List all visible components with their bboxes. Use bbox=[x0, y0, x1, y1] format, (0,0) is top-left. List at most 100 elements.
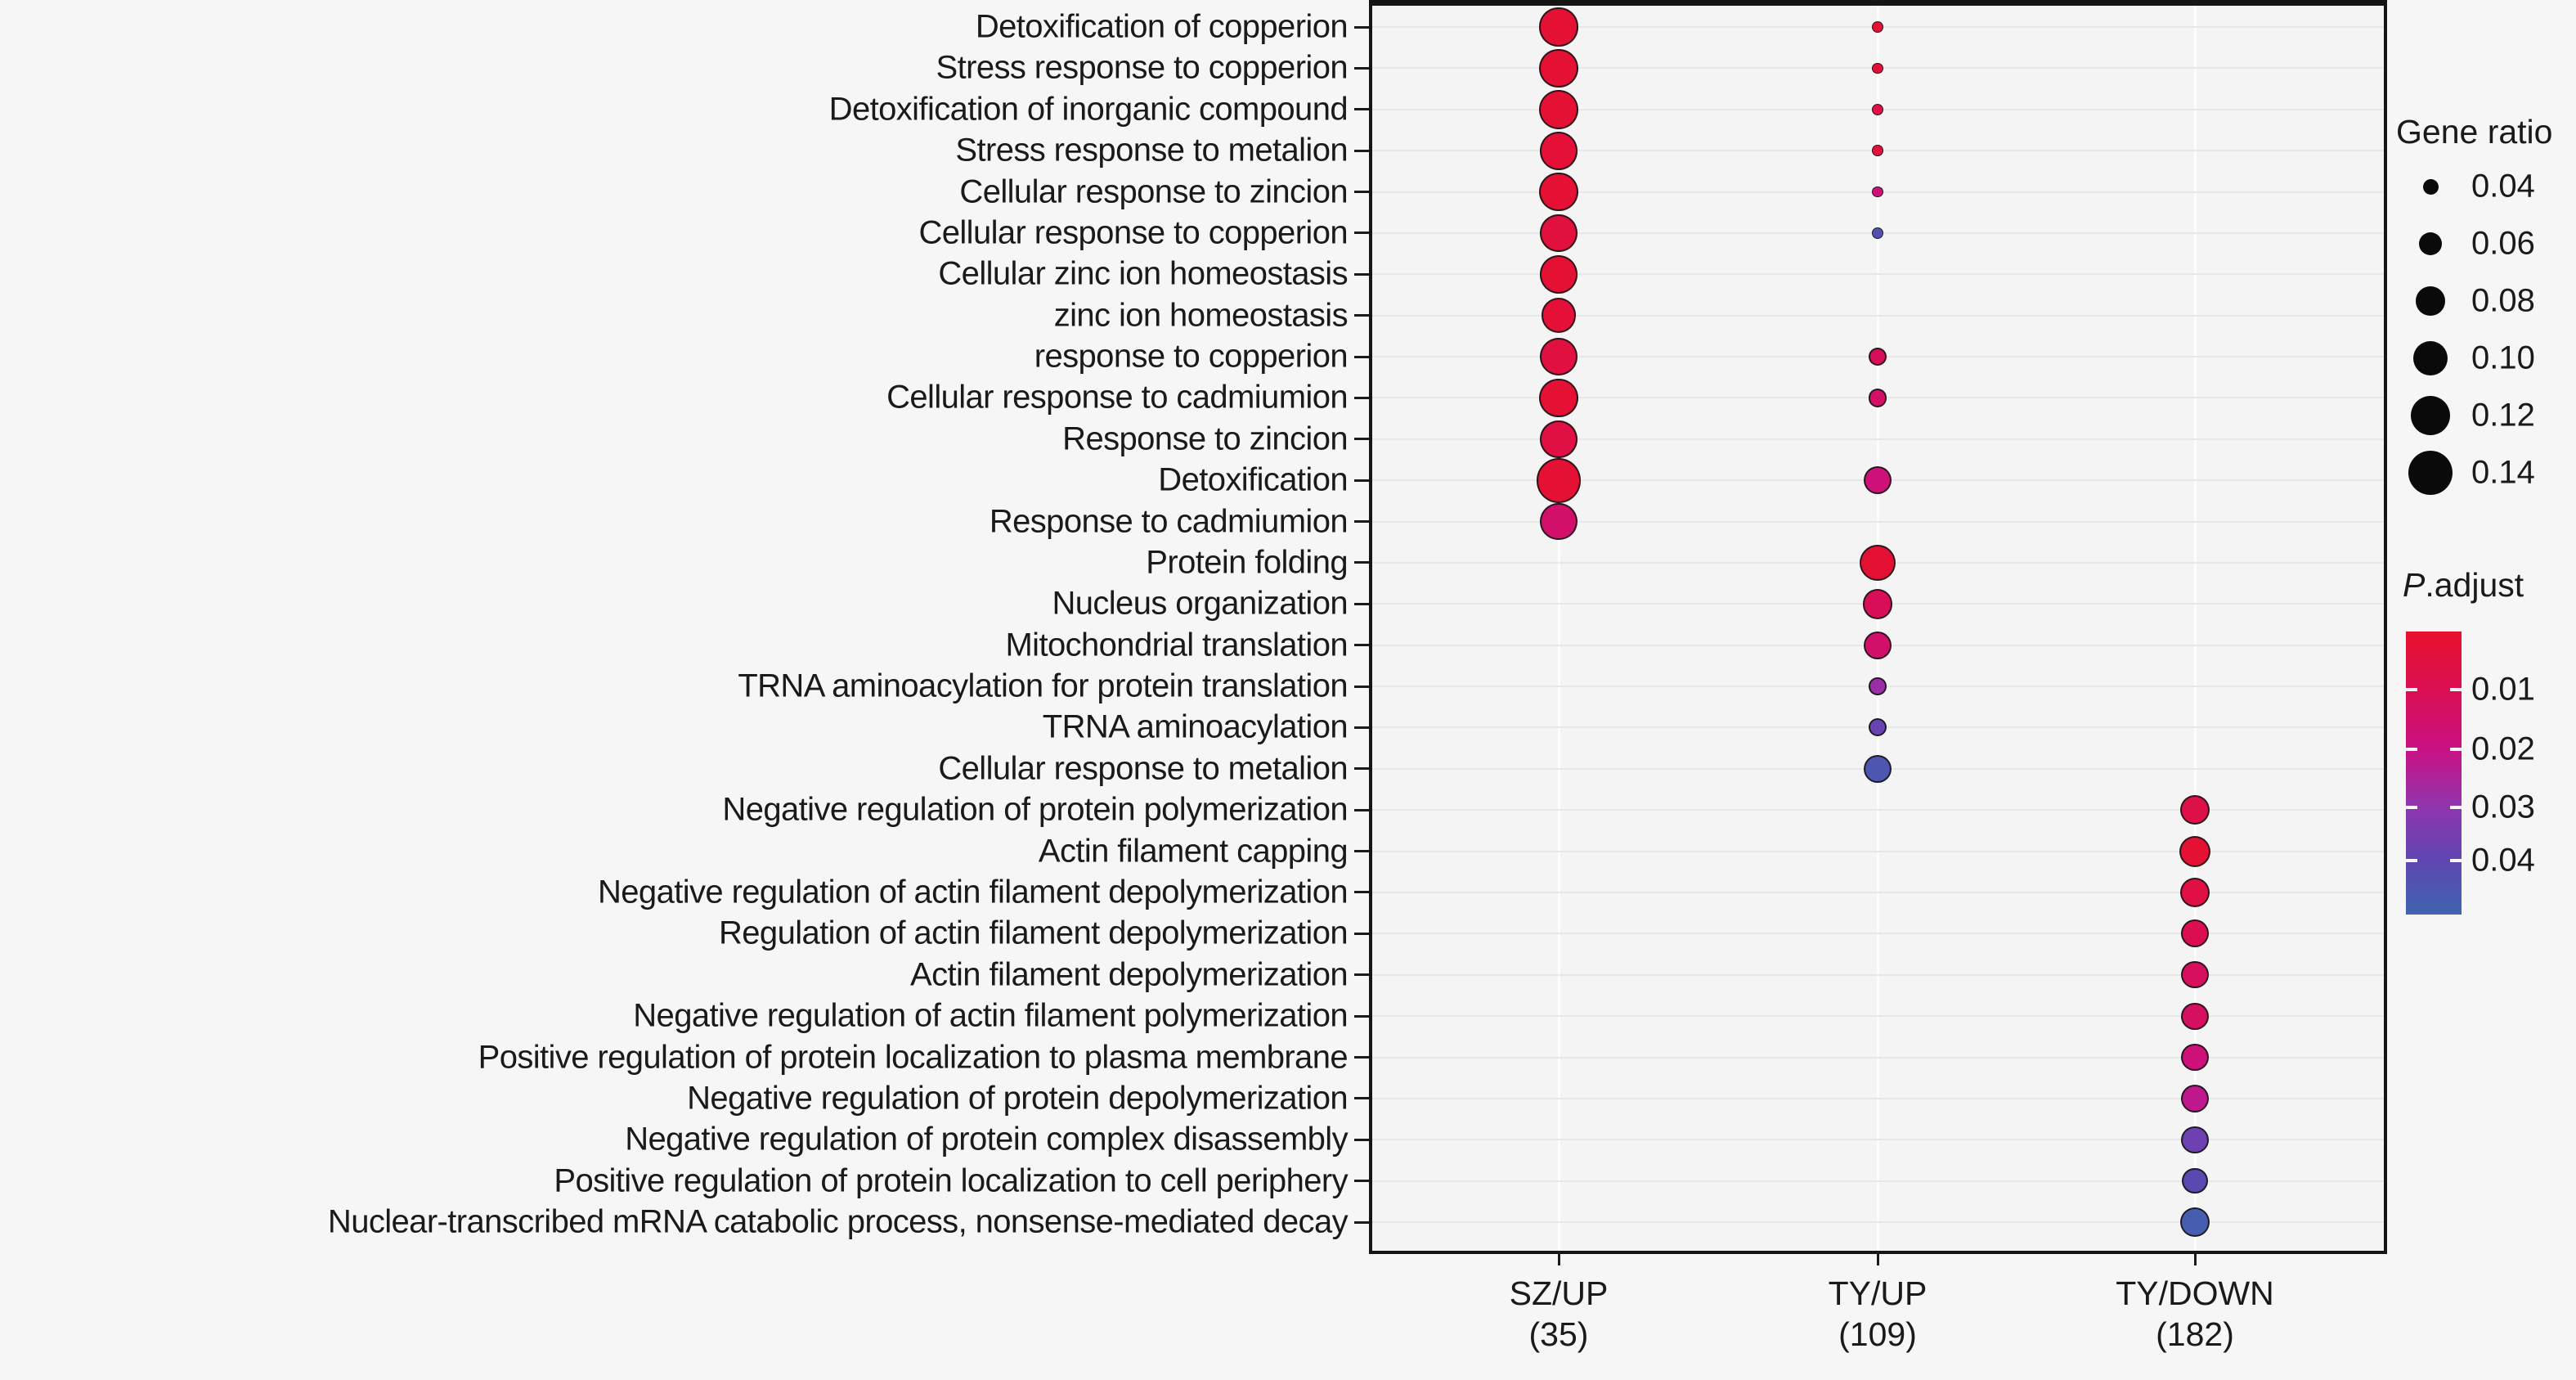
y-axis-label: Positive regulation of protein localizat… bbox=[554, 1162, 1348, 1199]
y-axis-tick bbox=[1354, 767, 1369, 771]
p-adjust-title-rest: .adjust bbox=[2425, 566, 2524, 604]
data-point bbox=[1872, 62, 1883, 74]
data-point bbox=[1539, 7, 1578, 47]
gene-ratio-legend-value: 0.10 bbox=[2471, 339, 2535, 376]
data-point bbox=[2180, 919, 2210, 948]
y-axis-label: Cellular response to metalion bbox=[938, 750, 1348, 787]
grid-line-vertical bbox=[1557, 6, 1560, 1251]
grid-line-horizontal bbox=[1372, 891, 2384, 893]
data-point bbox=[1871, 20, 1884, 34]
y-axis-tick bbox=[1354, 1220, 1369, 1224]
colorbar-tick-left bbox=[2406, 858, 2417, 862]
grid-line-horizontal bbox=[1372, 1097, 2384, 1099]
y-axis-tick bbox=[1354, 891, 1369, 894]
grid-line-horizontal bbox=[1372, 973, 2384, 976]
gene-ratio-legend-value: 0.04 bbox=[2471, 168, 2535, 205]
x-axis-tick bbox=[1876, 1251, 1879, 1265]
y-axis-tick bbox=[1354, 602, 1369, 605]
p-adjust-colorbar bbox=[2406, 632, 2462, 915]
data-point bbox=[1864, 631, 1892, 659]
grid-line-horizontal bbox=[1372, 438, 2384, 440]
x-axis-tick bbox=[1557, 1251, 1560, 1265]
y-axis-tick bbox=[1354, 231, 1369, 235]
data-point bbox=[1871, 227, 1884, 240]
y-axis-label: Negative regulation of protein complex d… bbox=[625, 1121, 1348, 1157]
data-point bbox=[1540, 338, 1577, 375]
data-point bbox=[1864, 754, 1892, 783]
y-axis-tick bbox=[1354, 314, 1369, 317]
gene-ratio-legend-value: 0.12 bbox=[2471, 397, 2535, 434]
y-axis-label: Nucleus organization bbox=[1052, 585, 1348, 622]
colorbar-tick-left bbox=[2406, 747, 2417, 751]
colorbar-tick-right bbox=[2450, 805, 2462, 809]
gene-ratio-legend-title: Gene ratio bbox=[2396, 113, 2553, 151]
y-axis-label: TRNA aminoacylation bbox=[1042, 708, 1349, 745]
p-adjust-tick-label: 0.04 bbox=[2471, 842, 2535, 879]
colorbar-tick-right bbox=[2450, 747, 2462, 751]
gene-ratio-legend-dot bbox=[2408, 450, 2453, 496]
data-point bbox=[2179, 877, 2210, 907]
grid-line-horizontal bbox=[1372, 1180, 2384, 1182]
y-axis-tick bbox=[1354, 561, 1369, 564]
data-point bbox=[1540, 420, 1577, 458]
grid-line-horizontal bbox=[1372, 1139, 2384, 1141]
data-point bbox=[2181, 1043, 2209, 1072]
data-point bbox=[1541, 298, 1577, 333]
y-axis-tick bbox=[1354, 108, 1369, 111]
y-axis-label: TRNA aminoacylation for protein translat… bbox=[738, 668, 1348, 704]
y-axis-tick bbox=[1354, 932, 1369, 935]
grid-line-horizontal bbox=[1372, 273, 2384, 276]
y-axis-label: Negative regulation of protein polymeriz… bbox=[722, 791, 1348, 828]
y-axis-label: Protein folding bbox=[1146, 544, 1348, 581]
p-adjust-legend-title: P.adjust bbox=[2403, 566, 2524, 605]
y-axis-label: response to copperion bbox=[1034, 338, 1349, 375]
x-axis-tick bbox=[2193, 1251, 2197, 1265]
grid-line-horizontal bbox=[1372, 850, 2384, 852]
data-point bbox=[2182, 1168, 2208, 1194]
gene-ratio-legend-dot bbox=[2410, 395, 2451, 436]
data-point bbox=[1539, 172, 1578, 212]
gene-ratio-legend-dot bbox=[2412, 340, 2448, 376]
y-axis-label: Actin filament capping bbox=[1038, 833, 1349, 870]
y-axis-label: Nuclear-transcribed mRNA catabolic proce… bbox=[327, 1203, 1349, 1240]
data-point bbox=[2179, 795, 2210, 825]
y-axis-tick bbox=[1354, 1056, 1369, 1059]
data-point bbox=[1539, 378, 1578, 418]
y-axis-label: Response to cadmiumion bbox=[989, 503, 1349, 540]
x-axis-label-line: (182) bbox=[2156, 1315, 2234, 1353]
y-axis-tick bbox=[1354, 644, 1369, 647]
grid-line-horizontal bbox=[1372, 1015, 2384, 1018]
p-adjust-tick-label: 0.03 bbox=[2471, 789, 2535, 825]
y-axis-label: Detoxification bbox=[1158, 461, 1348, 498]
x-axis-label-line: SZ/UP bbox=[1509, 1274, 1609, 1312]
y-axis-label: Cellular response to zincion bbox=[959, 173, 1348, 210]
y-axis-label: Detoxification of inorganic compound bbox=[828, 91, 1349, 128]
y-axis-label: Stress response to metalion bbox=[955, 132, 1348, 169]
data-point bbox=[1862, 589, 1893, 619]
colorbar-tick-left bbox=[2406, 687, 2417, 691]
data-point bbox=[1872, 145, 1883, 156]
y-axis-tick bbox=[1354, 520, 1369, 524]
data-point bbox=[2181, 1126, 2209, 1153]
data-point bbox=[2179, 1207, 2210, 1238]
y-axis-label: zinc ion homeostasis bbox=[1053, 297, 1349, 334]
y-axis-label: Response to zincion bbox=[1062, 420, 1348, 457]
data-point bbox=[2180, 1084, 2210, 1113]
p-adjust-tick-label: 0.02 bbox=[2471, 730, 2535, 767]
y-axis-tick bbox=[1354, 149, 1369, 152]
data-point bbox=[1871, 103, 1884, 115]
data-point bbox=[1872, 186, 1883, 198]
x-axis-label: TY/UP (109) bbox=[1829, 1273, 1928, 1355]
x-axis-label: TY/DOWN (182) bbox=[2116, 1273, 2274, 1355]
y-axis-tick bbox=[1354, 1180, 1369, 1183]
y-axis-tick bbox=[1354, 479, 1369, 482]
data-point bbox=[1539, 254, 1578, 294]
grid-line-vertical bbox=[2193, 6, 2197, 1251]
y-axis-tick bbox=[1354, 191, 1369, 194]
colorbar-tick-right bbox=[2450, 687, 2462, 691]
y-axis-tick bbox=[1354, 272, 1369, 276]
data-point bbox=[1859, 544, 1896, 581]
y-axis-label: Stress response to copperion bbox=[936, 49, 1349, 86]
y-axis-tick bbox=[1354, 808, 1369, 811]
x-axis-label-line: TY/UP bbox=[1828, 1274, 1928, 1312]
